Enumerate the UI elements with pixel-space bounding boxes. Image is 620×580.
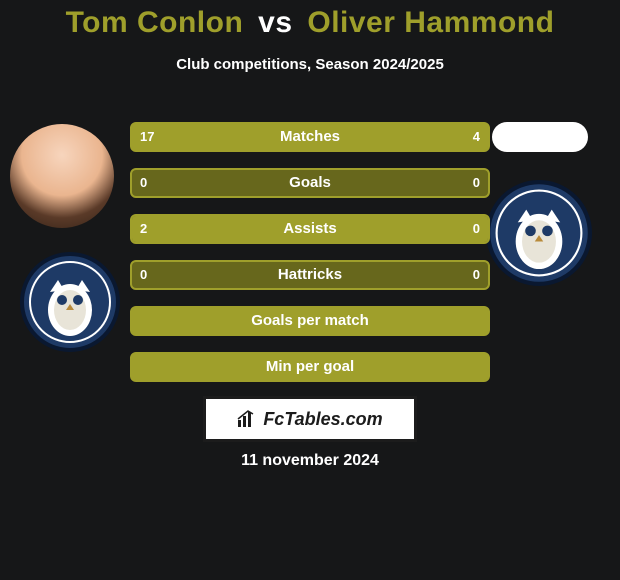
subtitle: Club competitions, Season 2024/2025 [0,56,620,73]
player1-photo [10,124,114,228]
stat-label: Matches [132,124,488,150]
stat-row-assists: 2 Assists 0 [130,214,490,244]
stat-right-value: 0 [452,262,480,288]
stat-right-value: 4 [452,124,480,150]
player2-name: Oliver Hammond [307,6,554,39]
stat-label: Assists [132,216,488,242]
snapshot-date: 11 november 2024 [0,452,620,470]
stat-row-matches: 17 Matches 4 [130,122,490,152]
stat-label: Goals [132,170,488,196]
stat-right-value: 0 [452,216,480,242]
stat-label: Goals per match [132,308,488,334]
player2-photo [492,122,588,152]
stats-panel: 17 Matches 4 0 Goals 0 2 Assists 0 0 Hat… [130,122,490,398]
brand-box: FcTables.com [203,396,417,442]
chart-icon [237,410,259,428]
stat-row-goals: 0 Goals 0 [130,168,490,198]
vs-text: vs [258,6,292,39]
stat-label: Min per goal [132,354,488,380]
stat-label: Hattricks [132,262,488,288]
player2-club-badge [486,180,592,286]
player1-name: Tom Conlon [66,6,244,39]
stat-row-min-per-goal: Min per goal [130,352,490,382]
stat-row-hattricks: 0 Hattricks 0 [130,260,490,290]
comparison-title: Tom Conlon vs Oliver Hammond [0,0,620,40]
stat-row-goals-per-match: Goals per match [130,306,490,336]
stat-right-value: 0 [452,170,480,196]
brand-text: FcTables.com [263,409,382,430]
player1-club-badge [20,252,120,352]
